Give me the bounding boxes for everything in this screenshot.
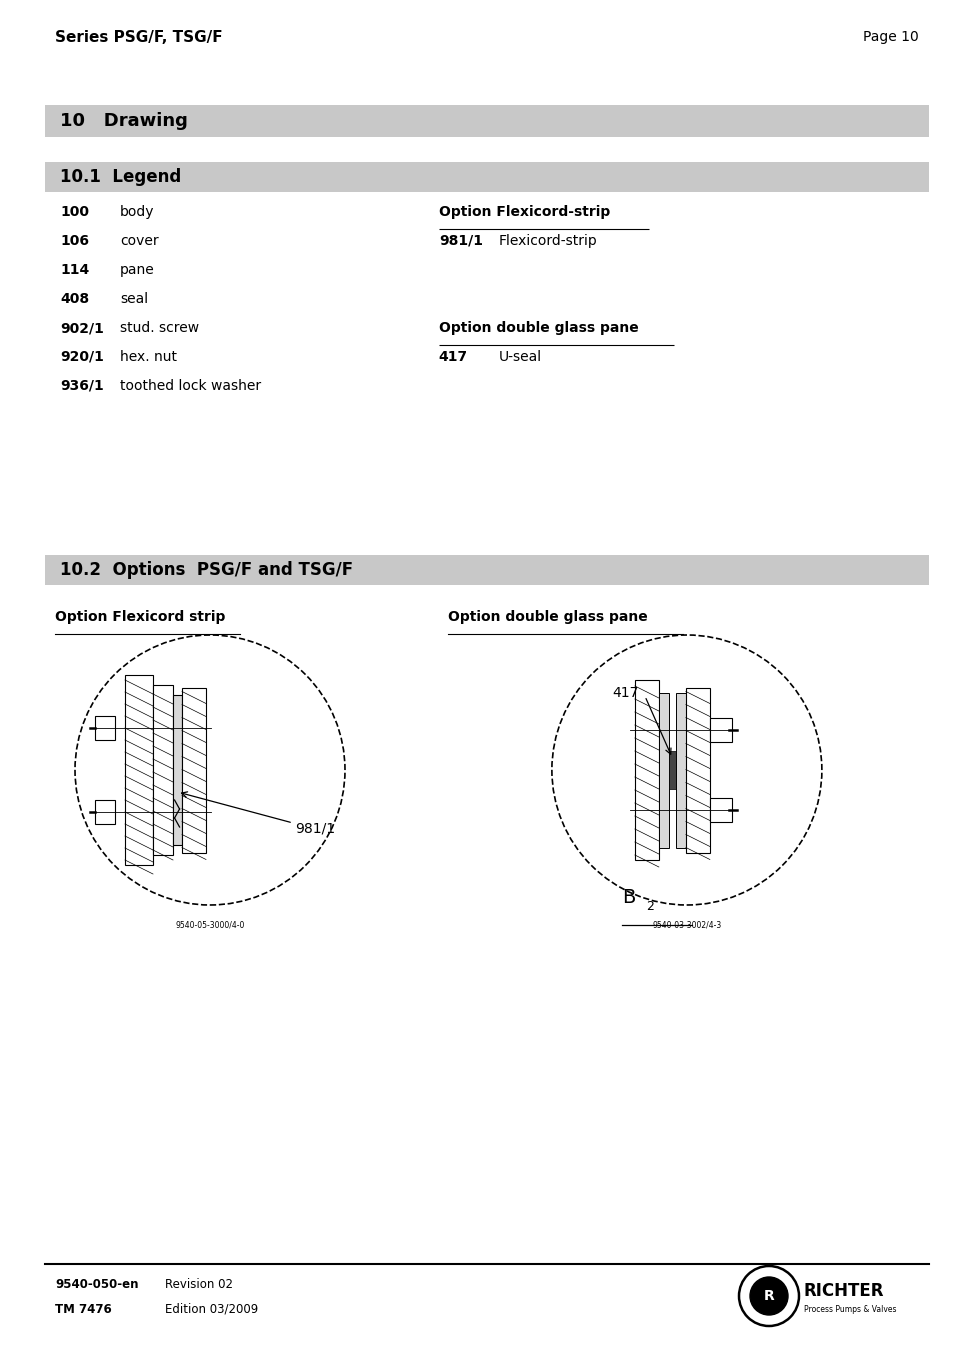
Text: Edition 03/2009: Edition 03/2009 [165, 1302, 258, 1316]
Bar [182, 688, 206, 852]
Text: 902/1: 902/1 [60, 322, 104, 335]
Text: 981/1: 981/1 [438, 234, 482, 249]
Text: seal: seal [120, 292, 148, 305]
Text: 114: 114 [60, 263, 90, 277]
Text: 9540-05-3000/4-0: 9540-05-3000/4-0 [175, 920, 244, 929]
Text: 408: 408 [60, 292, 89, 305]
Text: R: R [762, 1289, 774, 1302]
Bar [45, 105, 928, 136]
Text: Option double glass pane: Option double glass pane [438, 322, 638, 335]
Text: 10.2  Options  PSG/F and TSG/F: 10.2 Options PSG/F and TSG/F [60, 561, 353, 580]
Text: Process Pumps & Valves: Process Pumps & Valves [803, 1305, 896, 1315]
Text: U-seal: U-seal [498, 350, 541, 363]
Text: 9540-050-en: 9540-050-en [55, 1278, 138, 1292]
Bar [95, 716, 115, 740]
Text: stud. screw: stud. screw [120, 322, 199, 335]
Text: Option double glass pane: Option double glass pane [448, 611, 647, 624]
Text: 936/1: 936/1 [60, 380, 104, 393]
Text: body: body [120, 205, 154, 219]
Text: Revision 02: Revision 02 [165, 1278, 233, 1292]
Text: 417: 417 [438, 350, 468, 363]
Text: RICHTER: RICHTER [803, 1282, 883, 1300]
Text: 2: 2 [645, 901, 653, 913]
Text: toothed lock washer: toothed lock washer [120, 380, 261, 393]
Bar [634, 680, 659, 861]
Bar [668, 751, 675, 789]
Bar [685, 688, 709, 852]
Text: Page 10: Page 10 [862, 30, 918, 45]
Text: 417: 417 [611, 686, 638, 700]
Bar [675, 693, 685, 847]
Bar [709, 798, 731, 821]
Text: 9540-03-3002/4-3: 9540-03-3002/4-3 [652, 920, 720, 929]
Text: 106: 106 [60, 234, 89, 249]
Bar [95, 800, 115, 824]
Text: hex. nut: hex. nut [120, 350, 177, 363]
Text: Series PSG/F, TSG/F: Series PSG/F, TSG/F [55, 30, 222, 45]
Text: cover: cover [120, 234, 158, 249]
Bar [45, 555, 928, 585]
Bar [659, 693, 668, 847]
Text: Flexicord-strip: Flexicord-strip [498, 234, 597, 249]
Text: 10   Drawing: 10 Drawing [60, 112, 188, 130]
Text: Option Flexicord-strip: Option Flexicord-strip [438, 205, 610, 219]
Text: 981/1: 981/1 [294, 821, 335, 835]
Bar [172, 694, 182, 844]
Bar [152, 685, 172, 855]
Text: Option Flexicord strip: Option Flexicord strip [55, 611, 225, 624]
Bar [709, 717, 731, 742]
Bar [45, 162, 928, 192]
Text: 10.1  Legend: 10.1 Legend [60, 168, 181, 186]
Circle shape [749, 1277, 787, 1315]
Bar [125, 676, 152, 865]
Text: 920/1: 920/1 [60, 350, 104, 363]
Text: B: B [621, 888, 635, 907]
Text: pane: pane [120, 263, 154, 277]
Text: TM 7476: TM 7476 [55, 1302, 112, 1316]
Text: 100: 100 [60, 205, 89, 219]
